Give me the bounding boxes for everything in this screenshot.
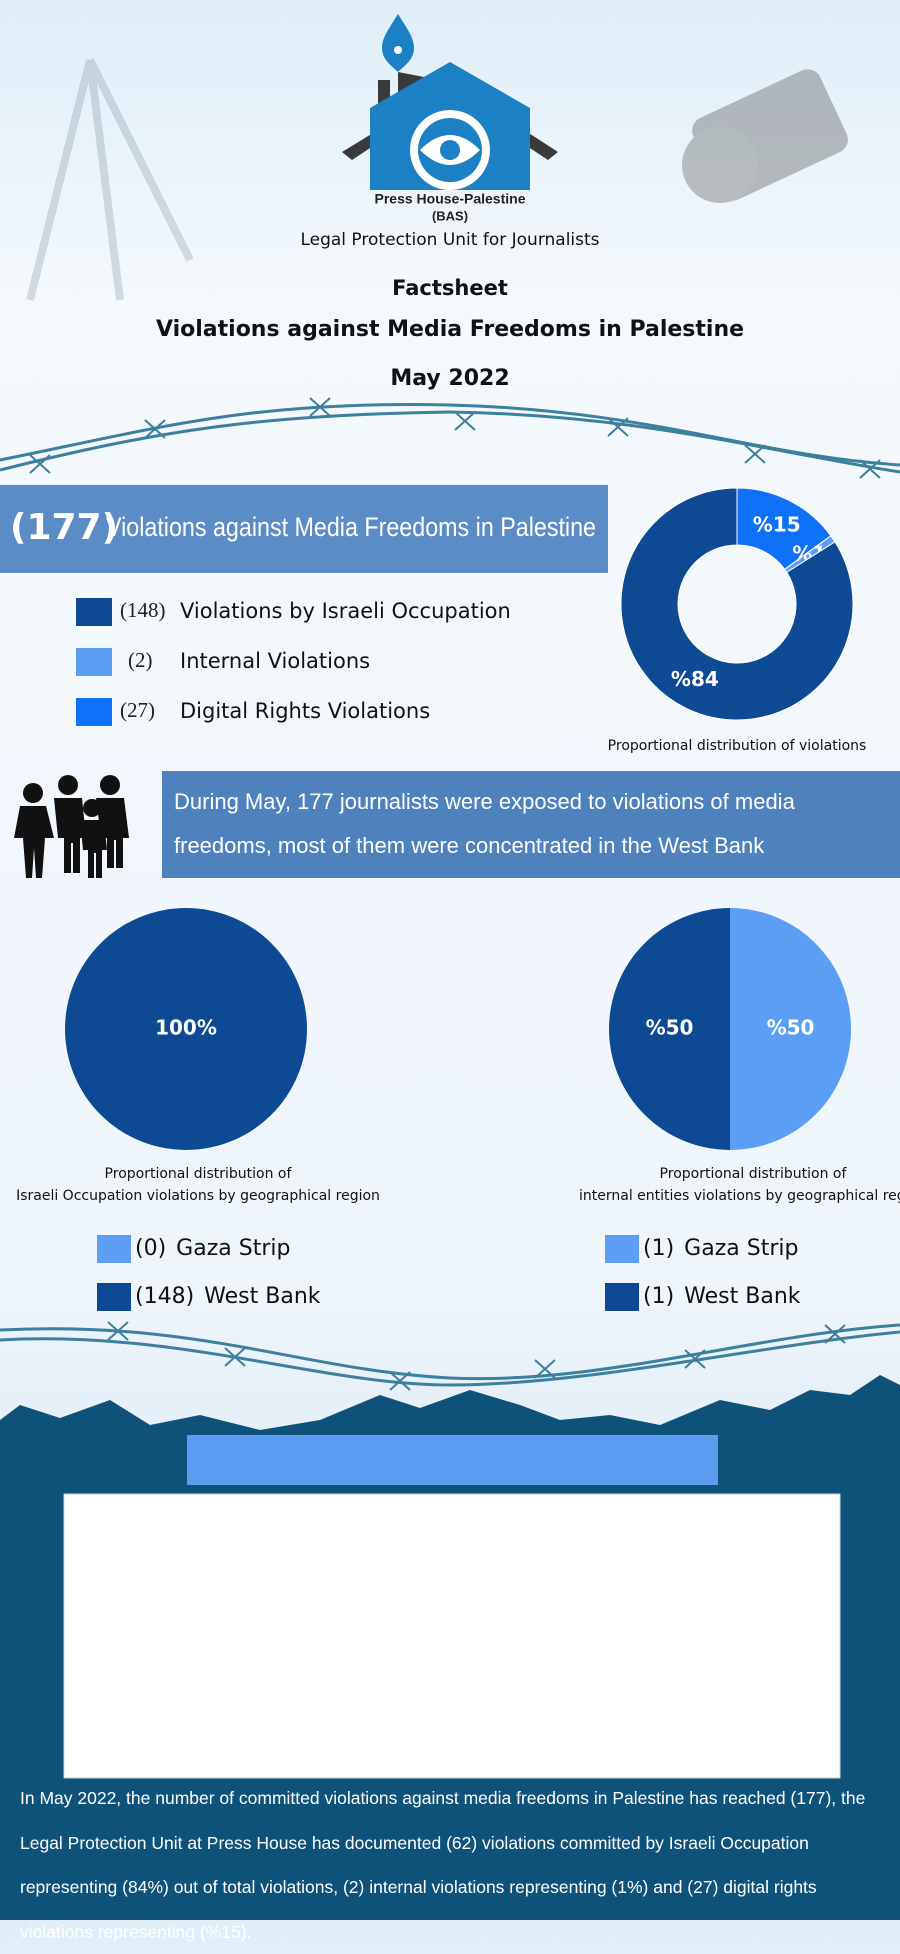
legend-swatch: [76, 648, 112, 676]
chart-area: [63, 1493, 841, 1779]
legend-entry: (1) Gaza Strip: [643, 1236, 798, 1261]
factsheet-title: Violations against Media Freedoms in Pal…: [156, 317, 744, 342]
chart-title-box: [187, 1435, 718, 1485]
legend-label: Internal Violations: [180, 649, 370, 673]
footer-text: In May 2022, the number of committed vio…: [20, 1788, 866, 1942]
legend-label: Violations by Israeli Occupation: [180, 599, 511, 623]
legend-count: (148): [120, 598, 166, 622]
total-banner: [0, 485, 608, 573]
chart-caption: Proportional distribution of violations: [608, 738, 867, 754]
slice-label: 100%: [155, 1016, 217, 1040]
legend-label: Gaza Strip: [684, 1236, 798, 1261]
legend-label: Gaza Strip: [176, 1236, 290, 1261]
org-name: Press House-Palestine: [375, 191, 526, 207]
slice: [730, 908, 851, 1150]
legend-entry: (1) West Bank: [643, 1284, 801, 1309]
legend-swatch: [605, 1283, 639, 1311]
summary-legend: (148) Violations by Israeli Occupation (2)…: [76, 598, 511, 726]
legend-swatch: [76, 598, 112, 626]
chart-caption: Proportional distribution of: [105, 1166, 293, 1182]
legend-count: (2): [128, 648, 153, 672]
legend-count: (1): [643, 1284, 674, 1309]
legend-swatch: [97, 1235, 131, 1263]
legend-swatch: [97, 1283, 131, 1311]
chart-caption: Proportional distribution of: [660, 1166, 848, 1182]
legend-label: West Bank: [684, 1284, 801, 1309]
factsheet-label: Factsheet: [392, 276, 508, 300]
chart-caption: Israeli Occupation violations by geograp…: [16, 1188, 380, 1204]
legend-entry: (0) Gaza Strip: [135, 1236, 290, 1261]
legend-count: (1): [643, 1236, 674, 1261]
total-count: (177): [10, 507, 118, 548]
slice-label: %50: [646, 1016, 694, 1040]
unit-name: Legal Protection Unit for Journalists: [300, 230, 599, 250]
legend-count: (0): [135, 1236, 166, 1261]
factsheet-period: May 2022: [390, 366, 509, 391]
barbed-wire: [0, 1321, 900, 1391]
org-abbr: (BAS): [432, 208, 468, 223]
barbed-wire: [0, 397, 900, 479]
legend-label: West Bank: [204, 1284, 321, 1309]
slice: [609, 908, 730, 1150]
logo: [342, 14, 558, 190]
legend-swatch: [605, 1235, 639, 1263]
slice-label: %15: [753, 513, 801, 537]
people-icon: [14, 775, 129, 878]
decor-tripod: [26, 58, 194, 301]
slice: [620, 487, 854, 721]
slice: [65, 908, 307, 1150]
slice-label: %84: [671, 667, 719, 691]
chart-caption: internal entities violations by geograph…: [579, 1188, 900, 1204]
journalists-note: During May, 177 journalists were exposed…: [174, 789, 795, 858]
legend-label: Digital Rights Violations: [180, 699, 430, 723]
note-banner: [162, 771, 900, 878]
legend-count: (27): [120, 698, 155, 722]
decor-camera: [682, 69, 848, 203]
legend-entry: (148) West Bank: [135, 1284, 321, 1309]
slice-label: %50: [767, 1016, 815, 1040]
total-label: Violations against Media Freedoms in Pal…: [106, 512, 596, 542]
legend-count: (148): [135, 1284, 194, 1309]
legend-swatch: [76, 698, 112, 726]
